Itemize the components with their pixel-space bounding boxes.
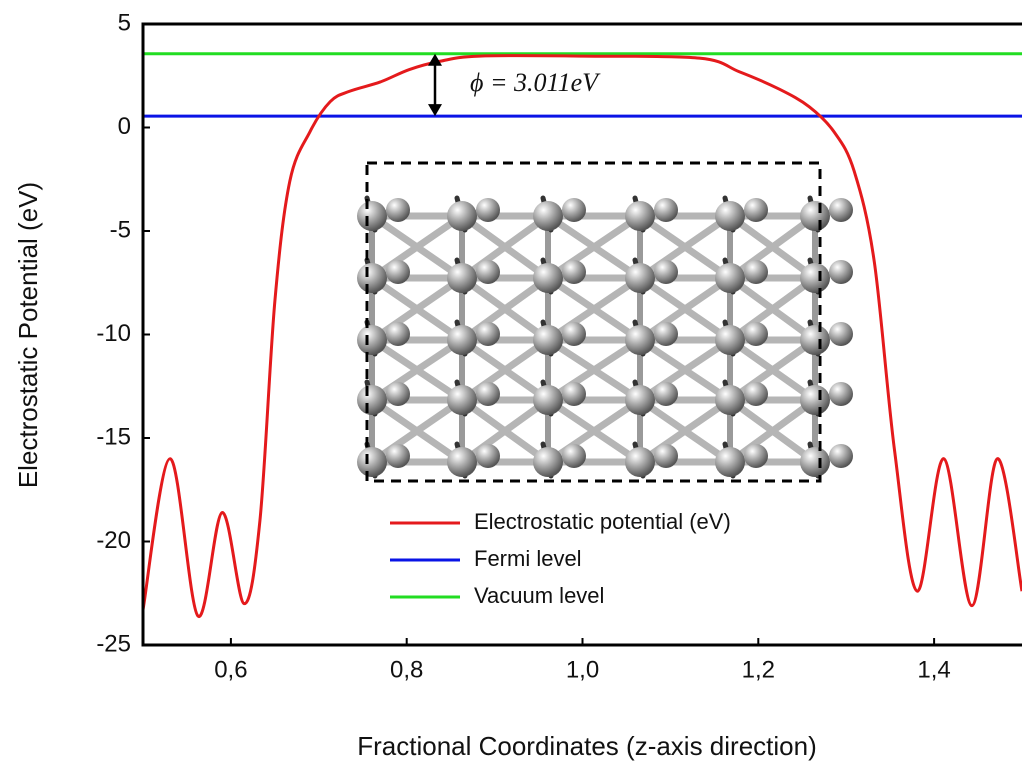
atom: [625, 385, 655, 415]
y-axis-title: Electrostatic Potential (eV): [13, 182, 43, 488]
atom: [744, 198, 768, 222]
atom: [562, 444, 586, 468]
atom: [476, 260, 500, 284]
atom: [533, 263, 563, 293]
legend-label: Fermi level: [474, 546, 582, 571]
atom: [715, 201, 745, 231]
atom: [386, 198, 410, 222]
atom: [744, 382, 768, 406]
atom: [533, 385, 563, 415]
atom: [800, 325, 830, 355]
atom: [715, 447, 745, 477]
atom: [654, 198, 678, 222]
bond: [458, 212, 552, 282]
y-tick-label: 5: [118, 9, 131, 36]
y-tick-label: -20: [96, 527, 131, 554]
atom: [715, 325, 745, 355]
atom: [744, 260, 768, 284]
x-axis-title: Fractional Coordinates (z-axis direction…: [357, 731, 817, 761]
atom: [829, 260, 853, 284]
atom: [357, 447, 387, 477]
arrow-head: [428, 104, 442, 117]
atom: [829, 382, 853, 406]
bond: [726, 212, 819, 282]
inset-frame: [365, 161, 822, 483]
bond: [726, 274, 819, 344]
atom: [715, 263, 745, 293]
atom: [357, 201, 387, 231]
bond: [458, 396, 552, 466]
atom: [447, 201, 477, 231]
series-line: [141, 54, 1022, 618]
y-tick-label: -10: [96, 320, 131, 347]
atom: [654, 382, 678, 406]
atom: [476, 444, 500, 468]
bond: [458, 274, 552, 344]
legend-label: Electrostatic potential (eV): [474, 509, 731, 534]
atom: [447, 263, 477, 293]
bond: [726, 336, 819, 404]
x-tick-label: 1,2: [742, 656, 775, 683]
atom: [562, 382, 586, 406]
atom: [533, 201, 563, 231]
y-tick-label: -25: [96, 630, 131, 657]
atom: [476, 198, 500, 222]
atom: [562, 322, 586, 346]
atom: [386, 260, 410, 284]
atom: [625, 201, 655, 231]
atom: [829, 322, 853, 346]
arrow-head: [428, 53, 442, 66]
atom: [654, 444, 678, 468]
atom: [386, 322, 410, 346]
annotation: ϕ = 3.011eV: [470, 68, 601, 97]
x-tick-label: 1,4: [917, 656, 950, 683]
x-tick-label: 0,6: [214, 656, 247, 683]
atom: [654, 322, 678, 346]
y-tick-label: -5: [110, 216, 131, 243]
atom: [476, 322, 500, 346]
atom: [386, 444, 410, 468]
atom: [829, 444, 853, 468]
atom: [533, 447, 563, 477]
atom: [800, 385, 830, 415]
x-tick-label: 0,8: [390, 656, 423, 683]
x-tick-label: 1,0: [566, 656, 599, 683]
atom: [744, 444, 768, 468]
atom: [357, 325, 387, 355]
crystal-structure-inset: [357, 161, 853, 483]
atom: [800, 447, 830, 477]
atom: [357, 263, 387, 293]
atom: [800, 201, 830, 231]
atom: [447, 447, 477, 477]
atom: [357, 385, 387, 415]
y-tick-label: -15: [96, 423, 131, 450]
atom: [625, 325, 655, 355]
atom: [800, 263, 830, 293]
bond: [458, 336, 552, 404]
atom: [744, 322, 768, 346]
bond: [726, 396, 819, 466]
legend-label: Vacuum level: [474, 583, 604, 608]
y-tick-label: 0: [118, 113, 131, 140]
atom: [447, 325, 477, 355]
atom: [476, 382, 500, 406]
atom: [625, 263, 655, 293]
atom: [386, 382, 410, 406]
atom: [447, 385, 477, 415]
axis-frame: [141, 22, 1022, 647]
atom: [829, 198, 853, 222]
atom: [562, 198, 586, 222]
atom: [533, 325, 563, 355]
atom: [715, 385, 745, 415]
atom: [625, 447, 655, 477]
atom: [654, 260, 678, 284]
atom: [562, 260, 586, 284]
